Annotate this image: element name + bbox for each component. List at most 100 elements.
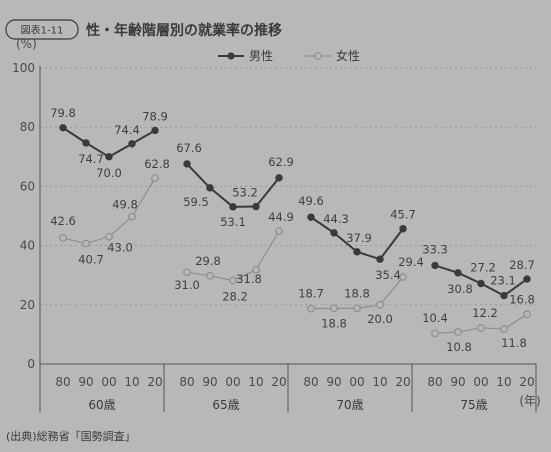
x-tick-label: 10 <box>248 375 263 389</box>
male-point <box>275 174 283 182</box>
male-data-label: 78.9 <box>142 109 168 123</box>
y-tick-60: 60 <box>20 179 35 193</box>
x-tick-label: 80 <box>427 375 442 389</box>
female-data-label: 42.6 <box>50 214 76 228</box>
female-data-label: 31.8 <box>236 272 262 286</box>
male-data-label: 49.6 <box>298 194 324 208</box>
female-data-label: 16.8 <box>509 292 535 306</box>
x-tick-label: 10 <box>124 375 139 389</box>
male-data-label: 74.7 <box>78 152 104 166</box>
male-data-label: 33.3 <box>422 242 448 256</box>
male-data-label: 28.7 <box>509 258 535 272</box>
x-tick-label: 00 <box>473 375 488 389</box>
female-data-label: 18.8 <box>344 286 370 300</box>
male-data-label: 35.4 <box>375 268 401 282</box>
male-data-label: 53.2 <box>232 186 258 200</box>
x-tick-label: 10 <box>496 375 511 389</box>
male-point <box>399 225 407 233</box>
female-data-label: 28.2 <box>222 290 248 304</box>
male-data-label: 62.9 <box>268 155 294 169</box>
y-unit-label: (%) <box>16 37 37 51</box>
x-tick-label: 00 <box>349 375 364 389</box>
x-tick-label: 20 <box>519 375 534 389</box>
x-tick-label: 80 <box>55 375 70 389</box>
female-data-label: 29.4 <box>398 255 424 269</box>
male-point <box>431 261 439 270</box>
female-point <box>275 227 283 235</box>
x-tick-label: 10 <box>372 375 387 389</box>
legend-male-marker <box>227 52 235 60</box>
male-data-label: 23.1 <box>490 274 516 288</box>
male-point <box>353 248 361 256</box>
y-tick-0: 0 <box>27 357 35 371</box>
male-data-label: 37.9 <box>346 231 372 245</box>
y-tick-100: 100 <box>12 61 35 75</box>
x-unit-label: (年) <box>519 394 540 408</box>
female-data-label: 11.8 <box>501 336 527 350</box>
y-tick-80: 80 <box>20 120 35 134</box>
x-tick-label: 90 <box>326 375 341 389</box>
chart-title: 性・年齢階層別の就業率の推移 <box>86 22 282 39</box>
male-point <box>59 124 67 132</box>
male-point <box>206 184 214 192</box>
female-point <box>454 328 462 336</box>
legend: 男性 女性 <box>218 48 360 63</box>
female-point <box>477 323 485 332</box>
male-data-label: 79.8 <box>50 106 76 120</box>
male-data-label: 44.3 <box>323 212 349 226</box>
x-tick-label: 20 <box>147 375 162 389</box>
female-point <box>229 276 237 285</box>
female-point <box>500 325 508 333</box>
x-tick-label: 80 <box>179 375 194 389</box>
female-point <box>252 265 260 274</box>
female-data-label: 10.8 <box>446 340 472 354</box>
male-point <box>376 255 384 263</box>
x-tick-label: 80 <box>303 375 318 389</box>
female-data-label: 20.0 <box>367 312 393 326</box>
figure-header: 図表1-11 性・年齢階層別の就業率の推移 <box>5 19 282 40</box>
female-point <box>399 273 407 281</box>
group-label: 70歳 <box>336 398 363 412</box>
female-point <box>353 304 361 313</box>
series <box>59 124 531 338</box>
female-data-label: 12.2 <box>472 306 498 320</box>
male-point <box>252 202 260 211</box>
male-data-label: 30.8 <box>447 282 473 296</box>
male-point <box>82 139 90 147</box>
male-point <box>454 269 462 277</box>
female-point <box>206 271 214 280</box>
male-data-label: 45.7 <box>390 208 416 222</box>
x-tick-label: 20 <box>271 375 286 389</box>
x-tick-label: 20 <box>395 375 410 389</box>
y-tick-labels: 0 20 40 60 80 100 <box>12 61 35 371</box>
female-data-label: 44.9 <box>268 210 294 224</box>
female-point <box>105 232 113 241</box>
grid <box>40 67 536 306</box>
male-point <box>307 213 315 221</box>
group-labels: 60歳 65歳 70歳 75歳 <box>88 398 487 412</box>
male-point <box>183 160 191 168</box>
data-labels: 79.8 74.770.0 74.478.9 42.6 40.743.0 49.8 62.8… <box>50 106 535 354</box>
legend-female-marker <box>314 52 322 60</box>
x-tick-label: 00 <box>225 375 240 389</box>
female-point <box>151 174 159 183</box>
male-point <box>128 140 136 148</box>
group-label: 60歳 <box>88 398 115 412</box>
female-point <box>307 304 315 313</box>
male-data-label: 67.6 <box>176 141 202 155</box>
female-data-label: 49.8 <box>112 198 138 212</box>
legend-male-label: 男性 <box>249 49 273 63</box>
female-point <box>59 234 67 242</box>
female-point <box>330 304 338 313</box>
male-point <box>523 275 531 283</box>
y-tick-40: 40 <box>20 239 35 253</box>
male-data-label: 53.1 <box>220 215 246 229</box>
legend-female-label: 女性 <box>336 48 360 63</box>
y-tick-20: 20 <box>20 298 35 312</box>
x-tick-label: 90 <box>450 375 465 389</box>
female-data-label: 29.8 <box>195 254 221 268</box>
female-data-label: 18.8 <box>321 316 347 330</box>
source-note: (出典)総務省「国勢調査」 <box>6 429 136 443</box>
male-point <box>229 203 237 211</box>
